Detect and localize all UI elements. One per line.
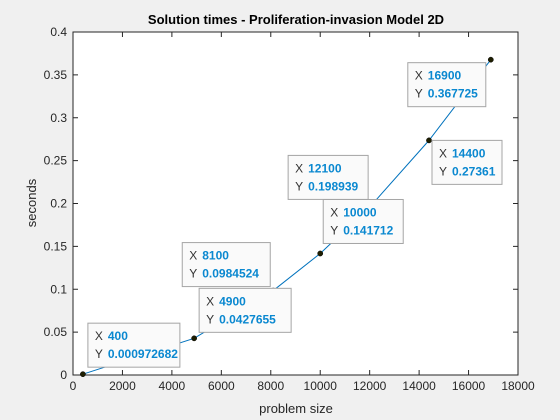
datatip-y-key: Y xyxy=(95,347,103,361)
datatip-y-value: 0.0427655 xyxy=(219,312,276,326)
y-tick-label: 0.15 xyxy=(44,239,68,253)
datatip-y-key: Y xyxy=(189,267,197,281)
data-point[interactable] xyxy=(317,250,324,257)
datatip[interactable]: X 4900 Y 0.0427655 xyxy=(198,287,292,333)
datatip-y-key: Y xyxy=(439,164,447,178)
datatip-box xyxy=(181,242,271,288)
y-tick-label: 0.25 xyxy=(44,154,68,168)
y-tick-label: 0.2 xyxy=(50,197,67,211)
datatip-x-value: 16900 xyxy=(428,69,462,83)
datatip-x-value: 12100 xyxy=(308,161,342,175)
datatip-box xyxy=(431,139,503,185)
data-point[interactable] xyxy=(487,56,494,63)
x-tick-label: 18000 xyxy=(501,379,535,393)
data-point[interactable] xyxy=(426,137,432,144)
datatip-x-value: 10000 xyxy=(343,205,377,219)
y-tick-label: 0.3 xyxy=(50,111,67,125)
datatip-box xyxy=(287,154,369,200)
datatip-box xyxy=(322,198,404,244)
datatip-x-value: 4900 xyxy=(219,294,246,308)
x-tick-label: 6000 xyxy=(208,379,235,393)
y-tick-label: 0 xyxy=(60,368,67,382)
datatip[interactable]: X 16900 Y 0.367725 xyxy=(407,62,487,108)
y-tick-label: 0.35 xyxy=(44,68,68,82)
y-axis-label: seconds xyxy=(24,178,39,227)
datatip-box xyxy=(407,62,487,108)
x-tick-label: 16000 xyxy=(452,379,486,393)
y-tick-label: 0.4 xyxy=(50,25,67,39)
datatips-layer: X 400 Y 0.000972682 X 4900 Y 0.0427655 X 8100 Y 0.0… xyxy=(87,62,503,368)
data-point[interactable] xyxy=(191,335,197,342)
y-tick-label: 0.05 xyxy=(44,325,68,339)
datatip-x-value: 14400 xyxy=(452,146,486,160)
y-tick-label: 0.1 xyxy=(50,282,67,296)
data-point[interactable] xyxy=(80,371,86,378)
datatip-box xyxy=(87,322,181,368)
x-tick-label: 2000 xyxy=(109,379,136,393)
datatip-y-value: 0.198939 xyxy=(308,179,358,193)
datatip[interactable]: X 400 Y 0.000972682 xyxy=(87,322,181,368)
datatip-x-key: X xyxy=(206,294,214,308)
datatip-x-key: X xyxy=(330,205,338,219)
datatip-x-value: 8100 xyxy=(202,249,229,263)
datatip-y-value: 0.000972682 xyxy=(108,347,178,361)
datatip-x-key: X xyxy=(95,329,103,343)
x-tick-label: 0 xyxy=(70,379,77,393)
datatip-x-key: X xyxy=(415,69,423,83)
datatip-box xyxy=(198,287,292,333)
datatip-x-key: X xyxy=(439,146,447,160)
datatip[interactable]: X 12100 Y 0.198939 xyxy=(287,154,369,200)
datatip[interactable]: X 14400 Y 0.27361 xyxy=(431,139,503,185)
datatip-y-value: 0.27361 xyxy=(452,164,496,178)
x-tick-label: 8000 xyxy=(257,379,284,393)
datatip-y-value: 0.367725 xyxy=(428,87,478,101)
x-tick-label: 14000 xyxy=(402,379,436,393)
datatip-y-key: Y xyxy=(206,312,214,326)
chart-title: Solution times - Proliferation-invasion … xyxy=(148,12,444,27)
x-tick-label: 12000 xyxy=(353,379,387,393)
x-axis-label: problem size xyxy=(259,401,333,416)
x-tick-label: 10000 xyxy=(304,379,338,393)
datatip[interactable]: X 10000 Y 0.141712 xyxy=(322,198,404,244)
datatip-x-key: X xyxy=(295,161,303,175)
series-layer xyxy=(80,56,494,378)
datatip-y-value: 0.0984524 xyxy=(202,267,259,281)
datatip-y-key: Y xyxy=(415,87,423,101)
datatip-y-value: 0.141712 xyxy=(343,223,393,237)
x-tick-label: 4000 xyxy=(159,379,186,393)
datatip-x-key: X xyxy=(189,249,197,263)
datatip-y-key: Y xyxy=(295,179,303,193)
datatip-y-key: Y xyxy=(330,223,338,237)
axes-group: 0 2000 4000 6000 8000 10000 12000 14000 16000 180… xyxy=(44,25,535,393)
datatip[interactable]: X 8100 Y 0.0984524 xyxy=(181,242,271,288)
datatip-x-value: 400 xyxy=(108,329,128,343)
